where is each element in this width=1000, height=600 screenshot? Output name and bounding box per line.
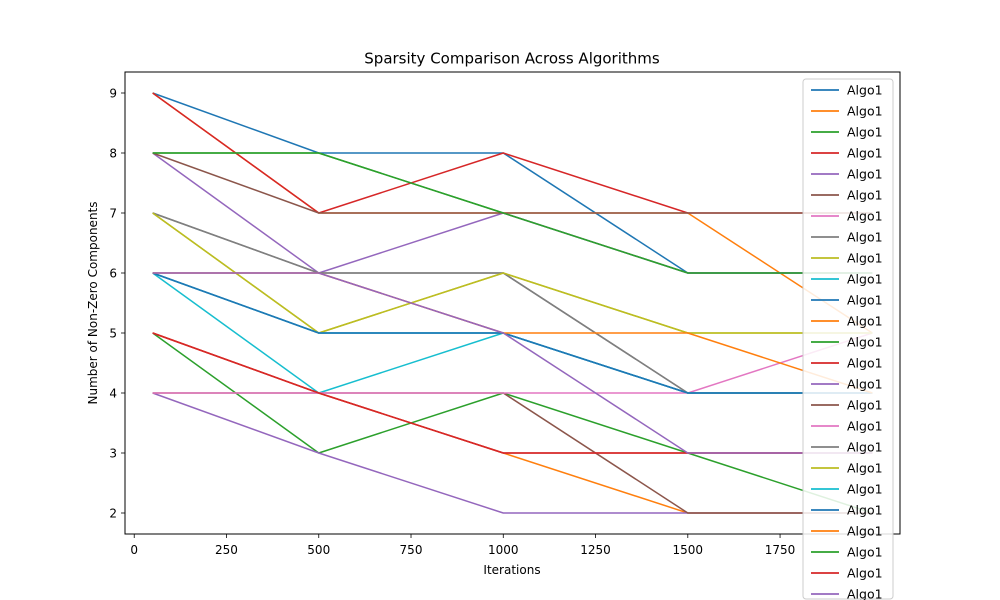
y-tick-label: 2 [109, 507, 117, 521]
y-tick-label: 9 [109, 87, 117, 101]
legend: Algo1 Algo1 Algo1 Algo1 Algo1 Algo1 Algo1 Algo1… [802, 78, 894, 600]
legend-label: Algo1 [847, 461, 883, 476]
x-tick-label: 750 [400, 543, 423, 557]
y-tick-label: 7 [109, 207, 117, 221]
legend-label: Algo1 [847, 335, 883, 350]
y-tick-label: 6 [109, 267, 117, 281]
legend-label: Algo1 [847, 545, 883, 560]
legend-label: Algo1 [847, 398, 883, 413]
legend-label: Algo1 [847, 146, 883, 161]
series-line-25 [152, 272, 873, 454]
x-tick-label: 1000 [488, 543, 519, 557]
legend-label: Algo1 [847, 482, 883, 497]
legend-label: Algo1 [847, 524, 883, 539]
legend-label: Algo1 [847, 293, 883, 308]
legend-label: Algo1 [847, 104, 883, 119]
plot-frame [124, 71, 901, 535]
series-line-12 [152, 332, 873, 514]
x-tick-label: 500 [307, 543, 330, 557]
legend-label: Algo1 [847, 251, 883, 266]
y-axis-ticks: 2 3 4 5 6 7 8 9 [109, 87, 125, 521]
y-tick-label: 8 [109, 147, 117, 161]
x-axis-ticks: 0 250 500 750 1000 1250 1500 1750 [130, 534, 795, 557]
series-line-6 [152, 152, 873, 214]
x-tick-label: 1500 [673, 543, 704, 557]
legend-label: Algo1 [847, 209, 883, 224]
legend-label: Algo1 [847, 188, 883, 203]
legend-label: Algo1 [847, 356, 883, 371]
x-tick-label: 0 [130, 543, 138, 557]
legend-label: Algo1 [847, 566, 883, 581]
x-tick-label: 1750 [765, 543, 796, 557]
chart-title: Sparsity Comparison Across Algorithms [364, 50, 660, 68]
legend-label: Algo1 [847, 503, 883, 518]
legend-label: Algo1 [847, 272, 883, 287]
y-tick-label: 4 [109, 387, 117, 401]
x-axis-label: Iterations [483, 563, 540, 577]
legend-label: Algo1 [847, 125, 883, 140]
legend-label: Algo1 [847, 419, 883, 434]
legend-label: Algo1 [847, 167, 883, 182]
legend-box [802, 78, 894, 600]
y-tick-label: 5 [109, 327, 117, 341]
y-axis-label: Number of Non-Zero Components [86, 201, 100, 404]
series-line-23 [152, 152, 873, 274]
series-line-13 [152, 332, 873, 514]
series-line-19 [152, 212, 873, 334]
x-tick-label: 1250 [580, 543, 611, 557]
series-line-1 [152, 92, 873, 274]
legend-label: Algo1 [847, 440, 883, 455]
x-tick-label: 250 [215, 543, 238, 557]
legend-label: Algo1 [847, 83, 883, 98]
series-line-18 [152, 212, 873, 394]
series-line-8 [152, 212, 873, 394]
legend-label: Algo1 [847, 314, 883, 329]
legend-label: Algo1 [847, 377, 883, 392]
y-tick-label: 3 [109, 447, 117, 461]
plot-lines [152, 92, 873, 514]
legend-label: Algo1 [847, 587, 883, 600]
legend-label: Algo1 [847, 230, 883, 245]
